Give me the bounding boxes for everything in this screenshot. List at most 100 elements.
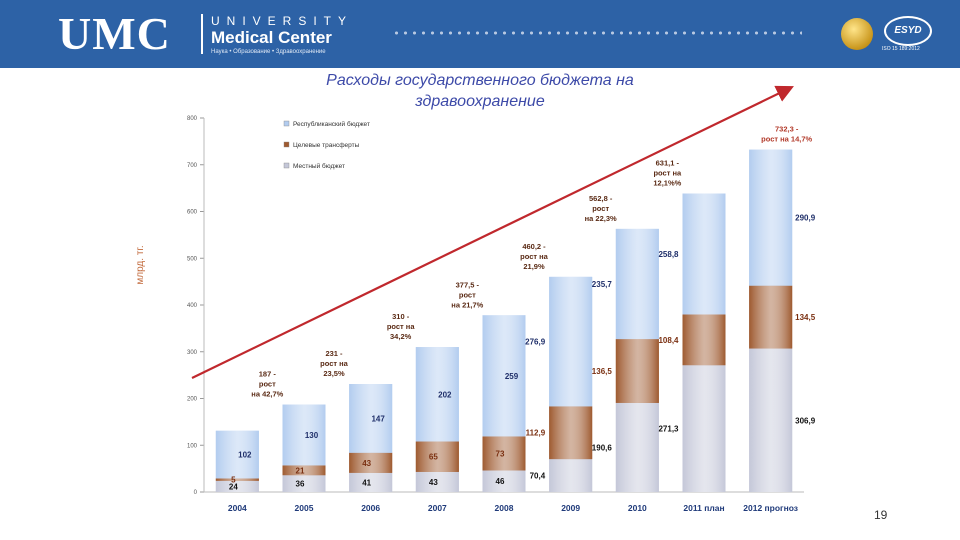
bar-highlight bbox=[615, 228, 659, 340]
x-tick-label: 2010 bbox=[628, 503, 647, 513]
growth-annotation: рост bbox=[459, 290, 476, 299]
legend-label: Местный бюджет bbox=[293, 162, 345, 170]
data-label: 112,9 bbox=[526, 429, 546, 438]
bar-highlight bbox=[415, 347, 459, 442]
bar-highlight bbox=[415, 441, 459, 472]
growth-annotation: 631,1 - bbox=[656, 159, 680, 168]
legend-swatch bbox=[283, 141, 290, 148]
bar-highlight bbox=[615, 402, 659, 492]
data-label: 235,7 bbox=[592, 280, 613, 289]
bar-highlight bbox=[749, 149, 793, 286]
data-label: 202 bbox=[438, 390, 452, 399]
growth-annotation: 377,5 - bbox=[456, 280, 480, 289]
y-tick-label: 100 bbox=[187, 443, 198, 449]
bar-highlight bbox=[549, 276, 593, 407]
data-label: 190,6 bbox=[592, 443, 613, 452]
bar-highlight bbox=[215, 430, 259, 479]
trend-arrow bbox=[191, 85, 794, 379]
growth-annotation: 21,9% bbox=[523, 262, 545, 271]
growth-annotation: 460,2 - bbox=[522, 242, 546, 251]
growth-annotation: рост bbox=[592, 204, 609, 213]
data-label: 102 bbox=[238, 451, 252, 460]
growth-annotation: 23,5% bbox=[323, 369, 345, 378]
growth-annotation: 34,2% bbox=[390, 332, 412, 341]
x-tick-label: 2005 bbox=[295, 503, 314, 513]
growth-annotation: 12,1%% bbox=[653, 179, 681, 188]
growth-annotation: 187 - bbox=[259, 370, 277, 379]
x-tick-label: 2012 прогноз bbox=[743, 503, 798, 513]
y-axis-label: млрд. тг. bbox=[135, 245, 146, 284]
legend-label: Целевые трансферты bbox=[293, 142, 360, 149]
growth-annotation: рост bbox=[259, 380, 276, 389]
x-tick-label: 2006 bbox=[361, 503, 380, 513]
university-text: UNIVERSITY bbox=[211, 14, 354, 28]
y-tick-label: 400 bbox=[187, 303, 198, 309]
bar-highlight bbox=[749, 285, 793, 349]
bar-highlight bbox=[349, 384, 393, 453]
x-tick-label: 2004 bbox=[228, 503, 247, 513]
bar-highlight bbox=[749, 348, 793, 492]
y-tick-label: 500 bbox=[187, 256, 198, 262]
y-tick-label: 600 bbox=[187, 210, 198, 216]
dotted-line-decoration bbox=[392, 30, 802, 36]
iso-text: ISO 15 189:2012 bbox=[882, 46, 920, 52]
bar-highlight bbox=[349, 452, 393, 473]
data-label: 43 bbox=[362, 459, 371, 468]
data-label: 41 bbox=[362, 478, 371, 487]
medical-center-text: Medical Center bbox=[211, 28, 332, 47]
bar-highlight bbox=[549, 406, 593, 460]
growth-annotation: 310 - bbox=[392, 312, 410, 321]
esyd-logo: ESYD bbox=[884, 16, 932, 46]
growth-annotation: рост на bbox=[520, 252, 549, 261]
growth-annotation: 231 - bbox=[325, 349, 343, 358]
growth-annotation: рост на bbox=[320, 359, 349, 368]
legend-swatch bbox=[283, 162, 290, 169]
data-label: 108,4 bbox=[658, 336, 679, 345]
y-tick-label: 0 bbox=[194, 490, 198, 496]
legend-swatch bbox=[283, 120, 290, 127]
data-label: 36 bbox=[296, 480, 305, 489]
growth-annotation: рост на bbox=[387, 322, 416, 331]
bar-highlight bbox=[482, 470, 526, 492]
bar-highlight bbox=[682, 365, 726, 492]
bar-highlight bbox=[482, 436, 526, 471]
page-number: 19 bbox=[874, 508, 888, 522]
data-label: 271,3 bbox=[658, 425, 679, 434]
growth-annotation: 732,3 - bbox=[775, 125, 799, 134]
x-tick-label: 2008 bbox=[495, 503, 514, 513]
growth-annotation: 562,8 - bbox=[589, 194, 613, 203]
growth-annotation: рост на bbox=[653, 169, 682, 178]
data-label: 43 bbox=[429, 478, 438, 487]
legend-label: Республиканский бюджет bbox=[293, 120, 370, 128]
bar-highlight bbox=[682, 193, 726, 315]
bar-highlight bbox=[215, 478, 259, 481]
data-label: 70,4 bbox=[530, 472, 546, 481]
y-tick-label: 800 bbox=[187, 116, 198, 122]
data-label: 136,5 bbox=[592, 367, 613, 376]
y-tick-label: 300 bbox=[187, 350, 198, 356]
chart-title: Расходы государственного бюджета на здра… bbox=[326, 72, 634, 110]
data-label: 21 bbox=[296, 466, 305, 475]
data-label: 130 bbox=[305, 431, 319, 440]
umc-logo: UMC bbox=[58, 8, 171, 59]
x-tick-label: 2011 план bbox=[683, 503, 724, 513]
data-label: 24 bbox=[229, 482, 238, 491]
data-label: 65 bbox=[429, 453, 438, 462]
bar-highlight bbox=[682, 314, 726, 366]
bar-highlight bbox=[549, 459, 593, 492]
data-label: 147 bbox=[371, 414, 385, 423]
data-label: 134,5 bbox=[795, 313, 816, 322]
bar-highlight bbox=[282, 475, 326, 492]
bar-highlight bbox=[482, 315, 526, 437]
bar-highlight bbox=[282, 404, 326, 466]
data-label: 46 bbox=[496, 477, 505, 486]
growth-annotation: рост на 14,7% bbox=[761, 135, 812, 144]
growth-annotation: на 22,3% bbox=[585, 214, 617, 223]
y-tick-label: 200 bbox=[187, 397, 198, 403]
growth-annotation: на 21,7% bbox=[451, 300, 483, 309]
data-label: 259 bbox=[505, 372, 519, 381]
bar-highlight bbox=[415, 471, 459, 492]
header-bar: UMC UNIVERSITY Medical Center Наука • Об… bbox=[0, 0, 960, 68]
gold-seal-icon bbox=[841, 18, 873, 50]
